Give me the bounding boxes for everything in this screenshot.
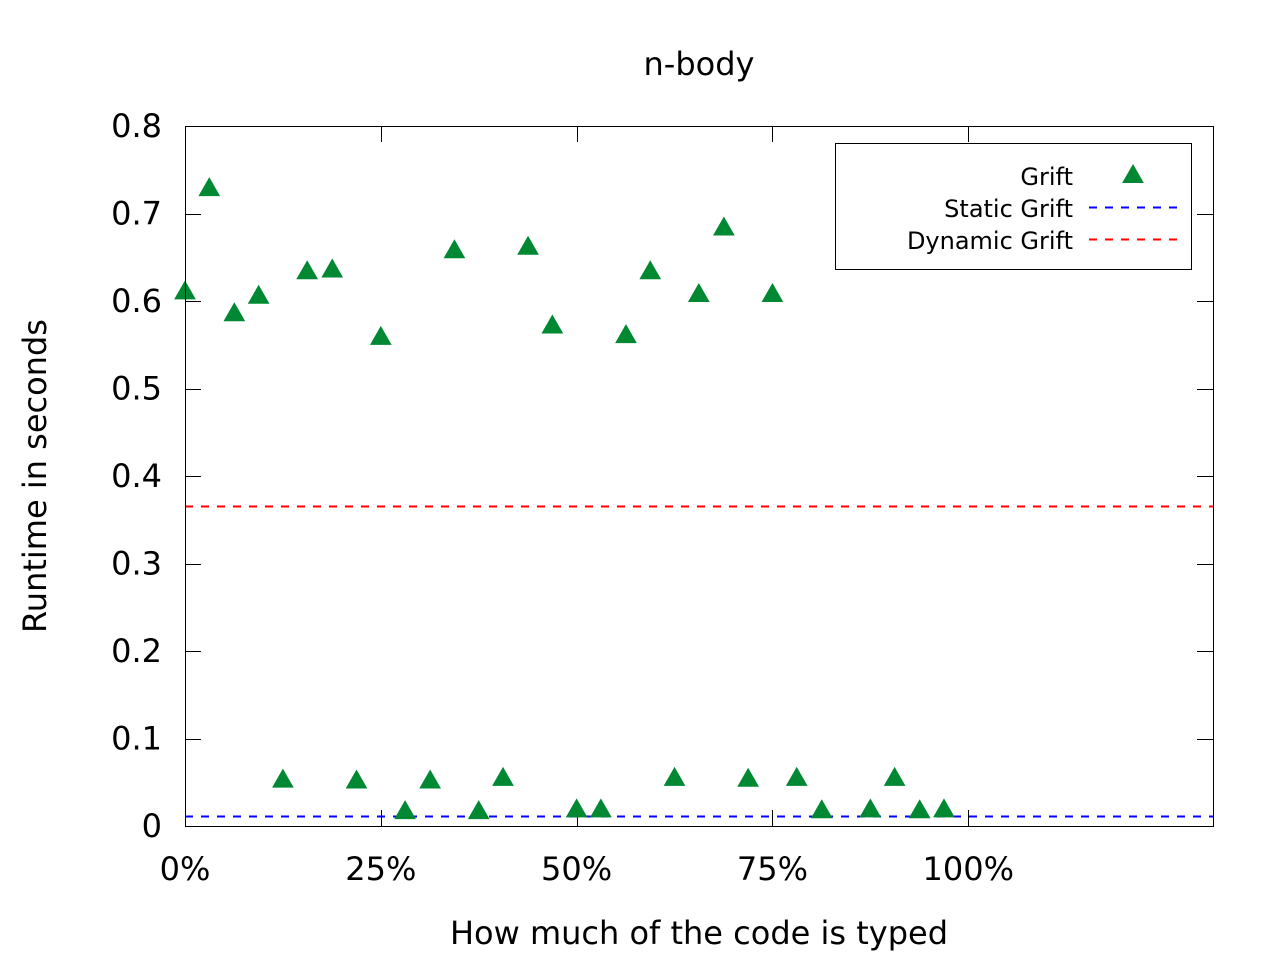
x-axis-label: How much of the code is typed bbox=[450, 914, 948, 952]
legend-box bbox=[835, 143, 1192, 270]
data-point-triangle bbox=[883, 766, 906, 786]
data-point-triangle bbox=[296, 260, 319, 280]
y-tick-label: 0.6 bbox=[111, 282, 162, 320]
data-point-triangle bbox=[713, 216, 735, 236]
data-point-triangle bbox=[590, 798, 612, 818]
data-point-triangle bbox=[687, 282, 710, 302]
data-point-triangle bbox=[443, 239, 466, 259]
data-point-triangle bbox=[223, 302, 246, 322]
axis-ticks: 0 0.1 0.2 0.3 0.4 0.5 0.6 0.7 0.8 0% 25% 50% 75% 100% bbox=[111, 107, 1213, 888]
chart-title: n-body bbox=[644, 45, 755, 83]
series-layer bbox=[174, 177, 1213, 820]
y-tick-label: 0.1 bbox=[111, 720, 162, 758]
legend-label: Static Grift bbox=[944, 195, 1073, 223]
data-point-triangle bbox=[908, 799, 931, 819]
data-point-triangle bbox=[810, 799, 833, 819]
x-tick-label: 50% bbox=[541, 850, 612, 888]
data-point-triangle bbox=[247, 284, 270, 304]
data-point-triangle bbox=[663, 766, 686, 786]
data-point-triangle bbox=[492, 766, 514, 786]
y-tick-label: 0.3 bbox=[111, 545, 162, 583]
y-tick-label: 0.2 bbox=[111, 632, 162, 670]
y-tick-label: 0.4 bbox=[111, 457, 162, 495]
data-point-triangle bbox=[198, 177, 221, 197]
legend: Grift Static Grift Dynamic Grift bbox=[835, 143, 1192, 270]
data-point-triangle bbox=[467, 800, 490, 820]
x-tick-label: 25% bbox=[345, 850, 416, 888]
data-point-triangle bbox=[639, 260, 662, 280]
plot-frame bbox=[185, 126, 1214, 827]
data-point-triangle bbox=[272, 768, 294, 788]
data-point-triangle bbox=[345, 769, 368, 789]
data-point-triangle bbox=[517, 235, 539, 255]
legend-label: Grift bbox=[1020, 163, 1073, 191]
legend-marker-triangle bbox=[1122, 163, 1144, 183]
y-axis-label: Runtime in seconds bbox=[16, 319, 54, 633]
data-point-triangle bbox=[394, 800, 416, 820]
y-tick-label: 0.5 bbox=[111, 370, 162, 408]
data-point-triangle bbox=[761, 282, 784, 302]
data-point-triangle bbox=[419, 769, 442, 789]
data-point-triangle bbox=[615, 324, 637, 344]
x-tick-label: 75% bbox=[737, 850, 808, 888]
data-point-triangle bbox=[933, 798, 955, 818]
data-point-triangle bbox=[785, 766, 808, 786]
data-point-triangle bbox=[859, 798, 882, 818]
data-point-triangle bbox=[369, 325, 392, 345]
plot-area: 0 0.1 0.2 0.3 0.4 0.5 0.6 0.7 0.8 0% 25% 50% 75% 100% bbox=[111, 107, 1214, 888]
data-point-triangle bbox=[565, 798, 588, 818]
legend-label: Dynamic Grift bbox=[907, 227, 1073, 255]
data-point-triangle bbox=[321, 258, 344, 278]
y-tick-label: 0.7 bbox=[111, 195, 162, 233]
x-tick-label: 100% bbox=[922, 850, 1013, 888]
y-tick-label: 0.8 bbox=[111, 107, 162, 145]
data-point-triangle bbox=[541, 314, 564, 334]
data-point-triangle bbox=[737, 767, 760, 787]
x-tick-label: 0% bbox=[160, 850, 211, 888]
y-tick-label: 0 bbox=[142, 807, 162, 845]
